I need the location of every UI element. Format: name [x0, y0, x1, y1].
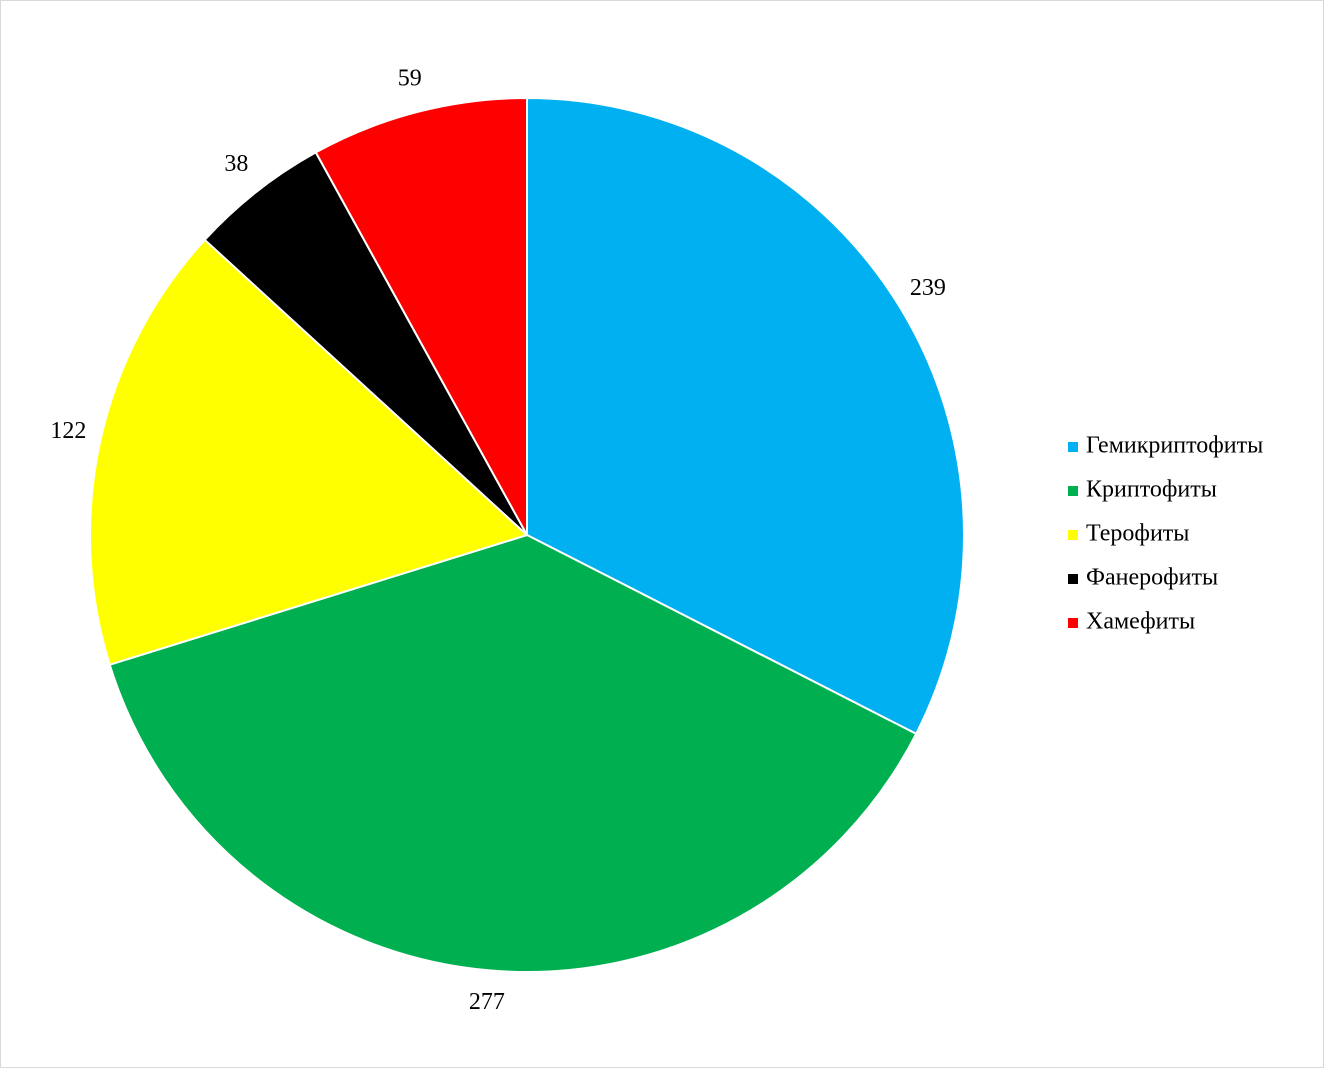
legend-marker [1068, 442, 1078, 452]
legend-marker [1068, 530, 1078, 540]
legend-marker [1068, 486, 1078, 496]
data-label: 38 [224, 151, 248, 177]
legend-label: Терофиты [1086, 521, 1189, 547]
legend-marker [1068, 574, 1078, 584]
legend-marker [1068, 618, 1078, 628]
pie-slice [89, 238, 529, 666]
pie-slice [203, 151, 528, 536]
data-label: 59 [398, 65, 422, 91]
pie-slice [314, 96, 528, 536]
pie-slice [526, 96, 966, 736]
data-label: 277 [469, 989, 505, 1015]
data-label: 239 [910, 275, 946, 301]
pie-slice [108, 533, 918, 973]
legend-label: Гемикриптофиты [1086, 433, 1263, 459]
legend-label: Криптофиты [1086, 477, 1217, 503]
legend-label: Хамефиты [1086, 609, 1195, 635]
data-label: 122 [50, 418, 86, 444]
legend-label: Фанерофиты [1086, 565, 1218, 591]
